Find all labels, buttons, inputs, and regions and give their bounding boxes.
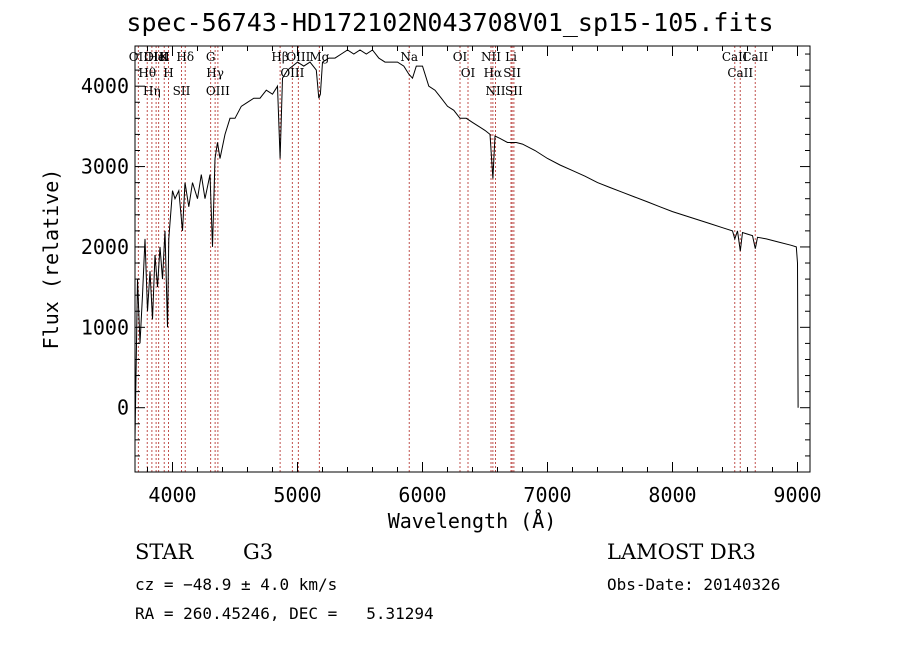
x-tick-label: 9000 <box>773 483 821 507</box>
reference-line-label: Hθ <box>138 66 156 80</box>
spectrum-line <box>134 49 799 440</box>
reference-line-label: Hδ <box>176 50 194 64</box>
reference-line-label: NII <box>486 84 506 98</box>
x-axis-label: Wavelength (Å) <box>388 509 557 533</box>
reference-line-label: CaII <box>722 50 748 64</box>
x-tick-label: 7000 <box>523 483 571 507</box>
reference-line-label: Na <box>400 50 418 64</box>
observation-date: Obs-Date: 20140326 <box>607 575 781 594</box>
y-tick-label: 4000 <box>81 74 129 98</box>
reference-line-label: Mg <box>309 50 329 64</box>
y-axis-label: Flux (relative) <box>39 169 63 350</box>
reference-line-label: OIII <box>206 84 230 98</box>
reference-line-label: Hα <box>484 66 503 80</box>
reference-line-label: SII <box>503 66 521 80</box>
reference-line-label: OI <box>453 50 468 64</box>
reference-line-label: SII <box>173 84 191 98</box>
plot-frame <box>134 45 811 473</box>
y-tick-label: 0 <box>117 396 129 420</box>
reference-line-label: K <box>160 50 170 64</box>
reference-line-label: SII <box>505 84 523 98</box>
y-tick-label: 3000 <box>81 155 129 179</box>
y-tick-label: 2000 <box>81 235 129 259</box>
reference-lines <box>137 46 756 472</box>
reference-line-label: CaII <box>742 50 768 64</box>
coordinates: RA = 260.45246, DEC = 5.31294 <box>135 604 434 623</box>
x-axis-ticks: 4000 5000 6000 7000 8000 9000 <box>147 46 822 507</box>
y-axis-ticks: 0 1000 2000 3000 4000 <box>81 53 810 473</box>
reference-line-label: Li <box>505 50 517 64</box>
x-tick-label: 8000 <box>648 483 696 507</box>
x-tick-label: 5000 <box>273 483 321 507</box>
subclass: G3 <box>243 540 274 564</box>
x-tick-label: 6000 <box>398 483 446 507</box>
reference-line-label: OI <box>461 66 476 80</box>
reference-line-label: Hβ <box>271 50 288 64</box>
reference-line-label: HeI <box>147 50 170 64</box>
reference-line-label: H <box>163 66 173 80</box>
y-tick-label: 1000 <box>81 315 129 339</box>
reference-line-label: OIII <box>144 50 168 64</box>
reference-line-label: OIII <box>286 50 310 64</box>
reference-line-label: Hη <box>143 84 161 98</box>
reference-line-label: OIII <box>280 66 304 80</box>
survey-name: LAMOST DR3 <box>607 540 756 564</box>
redshift-cz: cz = −48.9 ± 4.0 km/s <box>135 575 338 594</box>
reference-line-label: G <box>206 50 216 64</box>
chart-title: spec-56743-HD172102N043708V01_sp15-105.f… <box>126 8 774 37</box>
reference-line-label: CaII <box>727 66 753 80</box>
reference-line-label: OII <box>129 50 149 64</box>
reference-line-label: NII <box>481 50 501 64</box>
object-class: STAR <box>135 540 194 564</box>
x-tick-label: 4000 <box>148 483 196 507</box>
reference-line-label: Hγ <box>206 66 224 80</box>
